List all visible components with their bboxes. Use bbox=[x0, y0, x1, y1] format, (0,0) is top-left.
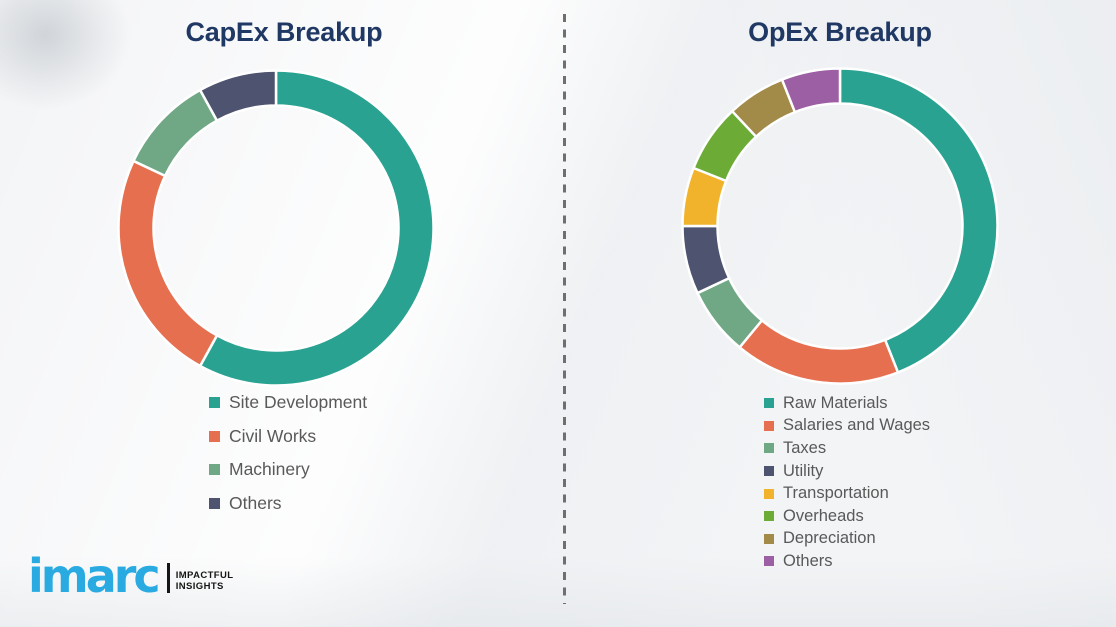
imarc-logo-wordmark: imarc bbox=[28, 549, 161, 603]
legend-label: Overheads bbox=[783, 506, 864, 525]
legend-swatch-civil-works bbox=[209, 430, 220, 442]
legend-swatch-salaries-and-wages bbox=[764, 420, 774, 431]
donut-slice-raw-materials bbox=[838, 67, 999, 374]
legend-item-taxes: Taxes bbox=[764, 437, 930, 460]
legend-label: Raw Materials bbox=[783, 393, 888, 412]
legend-label: Taxes bbox=[783, 438, 827, 457]
legend-item-machinery: Machinery bbox=[209, 453, 367, 487]
legend-swatch-overheads bbox=[764, 511, 774, 522]
legend-label: Transportation bbox=[783, 484, 889, 503]
capex-donut-chart bbox=[117, 69, 435, 387]
legend-swatch-others bbox=[764, 556, 774, 567]
legend-label: Site Development bbox=[229, 392, 368, 413]
imarc-logo: imarc IMPACTFUL INSIGHTS bbox=[28, 549, 234, 603]
capex-legend: Site Development Civil Works Machinery Othe… bbox=[209, 386, 367, 520]
opex-chart-title: OpEx Breakup bbox=[748, 17, 932, 47]
legend-item-utility: Utility bbox=[764, 460, 930, 483]
donut-slice-others bbox=[780, 67, 842, 114]
legend-item-overheads: Overheads bbox=[764, 505, 930, 528]
legend-swatch-others bbox=[209, 498, 220, 510]
legend-item-transportation: Transportation bbox=[764, 482, 930, 505]
legend-swatch-site-development bbox=[209, 397, 220, 409]
legend-swatch-depreciation bbox=[764, 533, 774, 544]
legend-label: Salaries and Wages bbox=[783, 416, 931, 435]
logo-tagline-line2: INSIGHTS bbox=[175, 580, 224, 592]
legend-label: Depreciation bbox=[783, 529, 876, 548]
legend-swatch-utility bbox=[764, 466, 774, 477]
capex-chart-title: CapEx Breakup bbox=[185, 17, 383, 47]
legend-item-raw-materials: Raw Materials bbox=[764, 392, 930, 415]
legend-swatch-machinery bbox=[209, 464, 220, 476]
legend-item-others: Others bbox=[764, 550, 930, 573]
logo-tagline: IMPACTFUL INSIGHTS bbox=[175, 570, 234, 592]
donut-slice-salaries-and-wages bbox=[738, 319, 900, 385]
background-corner-shade bbox=[0, 0, 130, 110]
logo-divider-bar bbox=[166, 563, 170, 593]
divider-dashed-line bbox=[563, 14, 566, 604]
legend-swatch-transportation bbox=[764, 488, 774, 499]
donut-slice-site-development bbox=[198, 69, 435, 387]
legend-item-salaries-and-wages: Salaries and Wages bbox=[764, 415, 930, 438]
opex-donut-chart bbox=[681, 67, 999, 385]
legend-label: Civil Works bbox=[229, 425, 317, 446]
legend-label: Utility bbox=[783, 461, 824, 480]
legend-swatch-raw-materials bbox=[764, 398, 774, 409]
donut-slice-machinery bbox=[132, 88, 219, 178]
legend-item-depreciation: Depreciation bbox=[764, 528, 930, 551]
donut-slice-civil-works bbox=[117, 159, 219, 368]
legend-item-site-development: Site Development bbox=[209, 386, 367, 420]
legend-item-civil-works: Civil Works bbox=[209, 420, 367, 454]
legend-label: Others bbox=[229, 493, 282, 514]
logo-tagline-line1: IMPACTFUL bbox=[175, 570, 234, 581]
legend-item-others: Others bbox=[209, 487, 367, 521]
legend-label: Others bbox=[783, 551, 833, 570]
legend-label: Machinery bbox=[229, 459, 310, 480]
opex-legend: Raw Materials Salaries and Wages Taxes Util… bbox=[764, 392, 930, 573]
legend-swatch-taxes bbox=[764, 443, 774, 454]
donut-slice-others bbox=[198, 69, 278, 122]
